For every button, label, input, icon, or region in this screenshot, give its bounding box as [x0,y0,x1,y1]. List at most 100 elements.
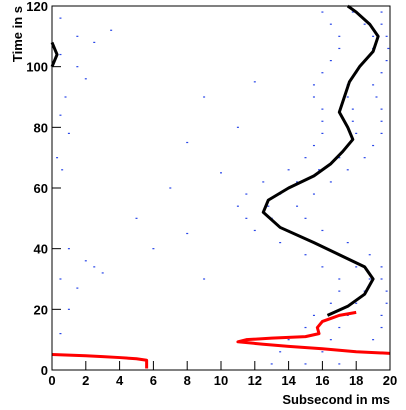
x-tick-label: 2 [82,373,89,388]
hit [351,120,354,122]
curve [51,310,391,369]
hit [321,351,324,353]
hit [329,181,332,183]
hit [385,60,388,62]
hit [312,84,315,86]
hit [351,11,354,13]
hit [368,254,371,256]
hit [93,41,96,43]
x-tick-label: 4 [116,373,124,388]
hit [203,96,206,98]
hit [363,157,366,159]
hit [59,53,62,56]
hit [67,248,70,250]
hit [380,314,383,316]
hit [279,242,282,244]
hit [338,35,341,37]
hit [76,287,79,289]
hit [67,308,70,310]
hit [312,144,315,147]
hit [270,363,273,365]
hit [304,254,307,256]
x-tick-label: 16 [315,373,329,388]
hit [355,302,358,304]
x-tick-label: 14 [281,373,296,388]
hit [321,72,324,74]
hit [385,290,388,292]
hit [186,141,189,144]
y-tick-label: 80 [34,120,48,135]
hit [372,144,375,147]
hit [203,278,206,280]
hit [84,78,87,80]
hit [380,108,383,110]
hit [321,229,324,232]
hit [338,47,341,50]
hit [287,169,290,171]
hit [318,169,321,171]
hit [253,229,256,232]
hit [312,96,315,98]
hit [380,132,383,134]
hit [186,232,189,235]
hit [380,120,383,122]
hit [321,120,324,122]
y-tick-label: 60 [34,181,48,196]
hit [110,29,113,31]
hit [351,108,354,110]
hit [236,205,239,207]
hit [253,81,256,83]
x-tick-label: 20 [383,373,397,388]
hit [321,266,324,268]
x-tick-label: 10 [214,373,228,388]
hit [296,205,299,207]
curve [50,4,380,317]
y-tick-label: 100 [26,60,48,75]
hit [380,72,383,74]
hit [329,23,332,25]
hit [372,339,375,341]
hit [380,23,383,25]
hit [220,172,222,174]
hit [346,169,349,171]
hit [338,363,341,365]
hit [372,35,375,37]
hit [385,302,388,304]
y-tick-label: 120 [26,0,48,14]
hit [380,278,383,280]
hit [287,339,290,341]
x-tick-label: 6 [150,373,157,388]
hit [152,248,155,250]
hit [329,339,332,341]
hit [346,242,349,244]
hit [338,157,341,159]
hit [355,132,358,134]
hit [93,266,96,268]
hit [101,272,104,274]
hit [59,278,62,280]
hit [59,17,62,19]
y-tick-label: 40 [34,242,48,257]
hit [245,217,248,219]
hit [380,326,383,329]
hit [296,181,299,183]
hit [321,108,324,110]
hit [375,96,378,98]
hit [304,326,307,329]
hit [338,326,341,329]
x-axis-label: Subsecond in ms [282,392,390,407]
hit [84,260,87,262]
hit [56,157,59,159]
y-axis-label: Time in s [10,6,25,62]
hit [363,23,366,25]
hit [76,35,79,37]
y-tick-label: 20 [34,302,48,317]
hit [304,157,307,159]
hit [312,314,315,316]
hit [346,96,349,98]
hit [380,266,383,268]
hit [380,11,383,13]
hit [385,35,388,37]
hit [372,84,375,86]
